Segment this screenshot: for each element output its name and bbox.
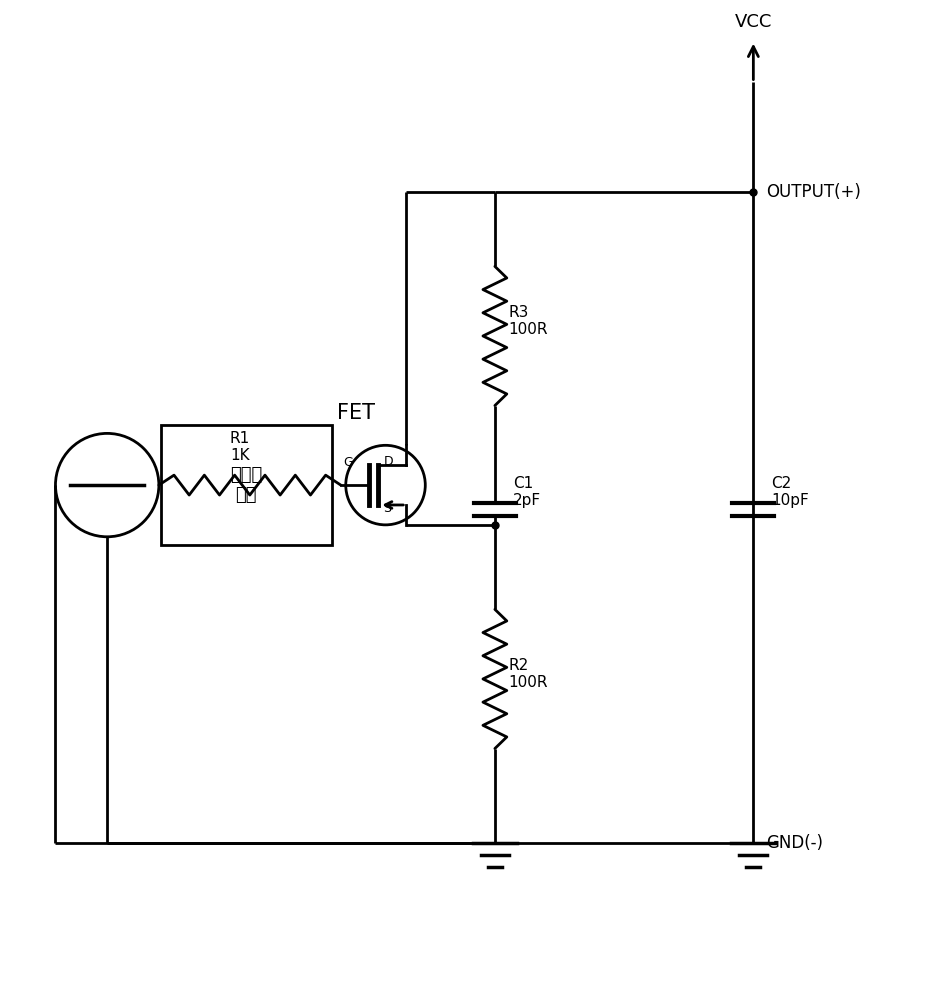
Text: OUTPUT(+): OUTPUT(+)	[766, 183, 861, 201]
Text: C2
10pF: C2 10pF	[772, 476, 809, 508]
Text: 声压信
号源: 声压信 号源	[230, 466, 263, 504]
Text: R3
100R: R3 100R	[509, 305, 548, 337]
Text: D: D	[384, 455, 393, 468]
Bar	[161, 425, 332, 545]
Text: R1
1K: R1 1K	[229, 431, 250, 463]
Text: G: G	[343, 456, 353, 469]
Text: S: S	[384, 502, 392, 515]
Text: R2
100R: R2 100R	[509, 658, 548, 690]
Text: VCC: VCC	[735, 13, 772, 31]
Text: FET: FET	[337, 403, 374, 423]
Text: C1
2pF: C1 2pF	[513, 476, 541, 508]
Text: GND(-): GND(-)	[766, 834, 823, 852]
